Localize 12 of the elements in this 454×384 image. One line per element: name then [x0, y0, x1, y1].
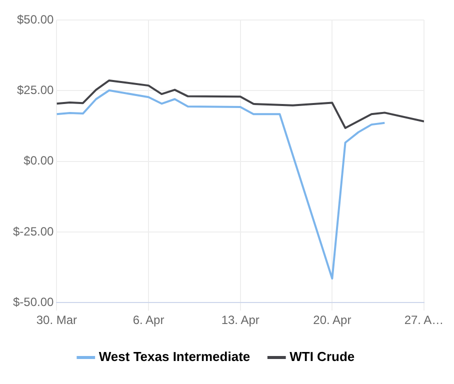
y-tick-label: $0.00 [24, 154, 54, 168]
x-tick-label: 6. Apr [132, 313, 164, 328]
legend-label: West Texas Intermediate [98, 349, 250, 364]
y-tick-label: $25.00 [16, 82, 54, 97]
x-tick-label: 13. Apr [221, 313, 260, 328]
x-tick-label: 20. Apr [313, 313, 352, 328]
y-tick-label: $50.00 [16, 12, 54, 26]
y-tick-label: $-25.00 [12, 224, 54, 238]
x-tick-label: 30. Mar [36, 313, 78, 328]
x-tick-label: 27. A… [404, 313, 444, 328]
y-tick-label: $-50.00 [12, 294, 54, 309]
legend-label: WTI Crude [290, 349, 355, 364]
